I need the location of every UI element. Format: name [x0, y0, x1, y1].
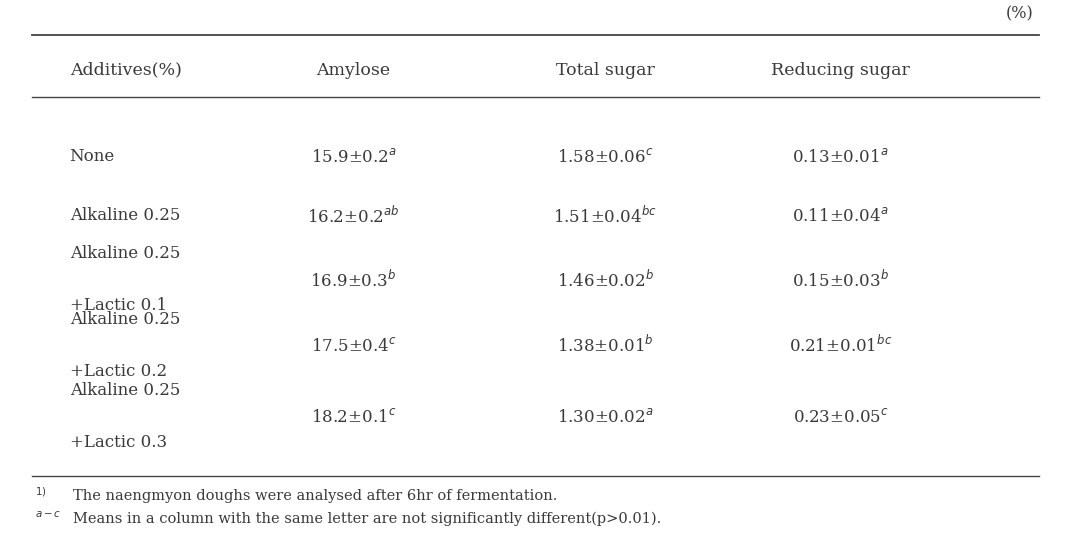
Text: 1.51±0.04$^{bc}$: 1.51±0.04$^{bc}$: [554, 205, 657, 227]
Text: +Lactic 0.1: +Lactic 0.1: [70, 297, 167, 314]
Text: 0.13±0.01$^{a}$: 0.13±0.01$^{a}$: [793, 147, 889, 166]
Text: Alkaline 0.25: Alkaline 0.25: [70, 382, 180, 400]
Text: Total sugar: Total sugar: [556, 62, 654, 79]
Text: 1.58±0.06$^{c}$: 1.58±0.06$^{c}$: [557, 147, 653, 166]
Text: None: None: [70, 148, 115, 165]
Text: 15.9±0.2$^{a}$: 15.9±0.2$^{a}$: [311, 147, 396, 166]
Text: 16.2±0.2$^{ab}$: 16.2±0.2$^{ab}$: [307, 205, 399, 227]
Text: Alkaline 0.25: Alkaline 0.25: [70, 311, 180, 328]
Text: 1.30±0.02$^{a}$: 1.30±0.02$^{a}$: [557, 408, 653, 426]
Text: $^{a-c}$: $^{a-c}$: [35, 511, 62, 525]
Text: 18.2±0.1$^{c}$: 18.2±0.1$^{c}$: [311, 408, 396, 426]
Text: 0.21±0.01$^{bc}$: 0.21±0.01$^{bc}$: [789, 335, 892, 356]
Text: 0.23±0.05$^{c}$: 0.23±0.05$^{c}$: [793, 408, 889, 426]
Text: Amylose: Amylose: [316, 62, 391, 79]
Text: Alkaline 0.25: Alkaline 0.25: [70, 207, 180, 225]
Text: +Lactic 0.2: +Lactic 0.2: [70, 363, 167, 380]
Text: 0.15±0.03$^{b}$: 0.15±0.03$^{b}$: [793, 269, 889, 291]
Text: Means in a column with the same letter are not significantly different(p>0.01).: Means in a column with the same letter a…: [73, 511, 661, 525]
Text: 17.5±0.4$^{c}$: 17.5±0.4$^{c}$: [311, 336, 396, 355]
Text: Alkaline 0.25: Alkaline 0.25: [70, 245, 180, 262]
Text: 1.38±0.01$^{b}$: 1.38±0.01$^{b}$: [557, 335, 653, 356]
Text: (%): (%): [1006, 5, 1034, 22]
Text: 16.9±0.3$^{b}$: 16.9±0.3$^{b}$: [311, 269, 396, 291]
Text: +Lactic 0.3: +Lactic 0.3: [70, 434, 167, 451]
Text: 0.11±0.04$^{a}$: 0.11±0.04$^{a}$: [793, 207, 889, 225]
Text: Reducing sugar: Reducing sugar: [771, 62, 910, 79]
Text: The naengmyon doughs were analysed after 6hr of fermentation.: The naengmyon doughs were analysed after…: [73, 489, 557, 503]
Text: $^{1)}$: $^{1)}$: [35, 489, 47, 503]
Text: 1.46±0.02$^{b}$: 1.46±0.02$^{b}$: [557, 269, 653, 291]
Text: Additives(%): Additives(%): [70, 62, 181, 79]
